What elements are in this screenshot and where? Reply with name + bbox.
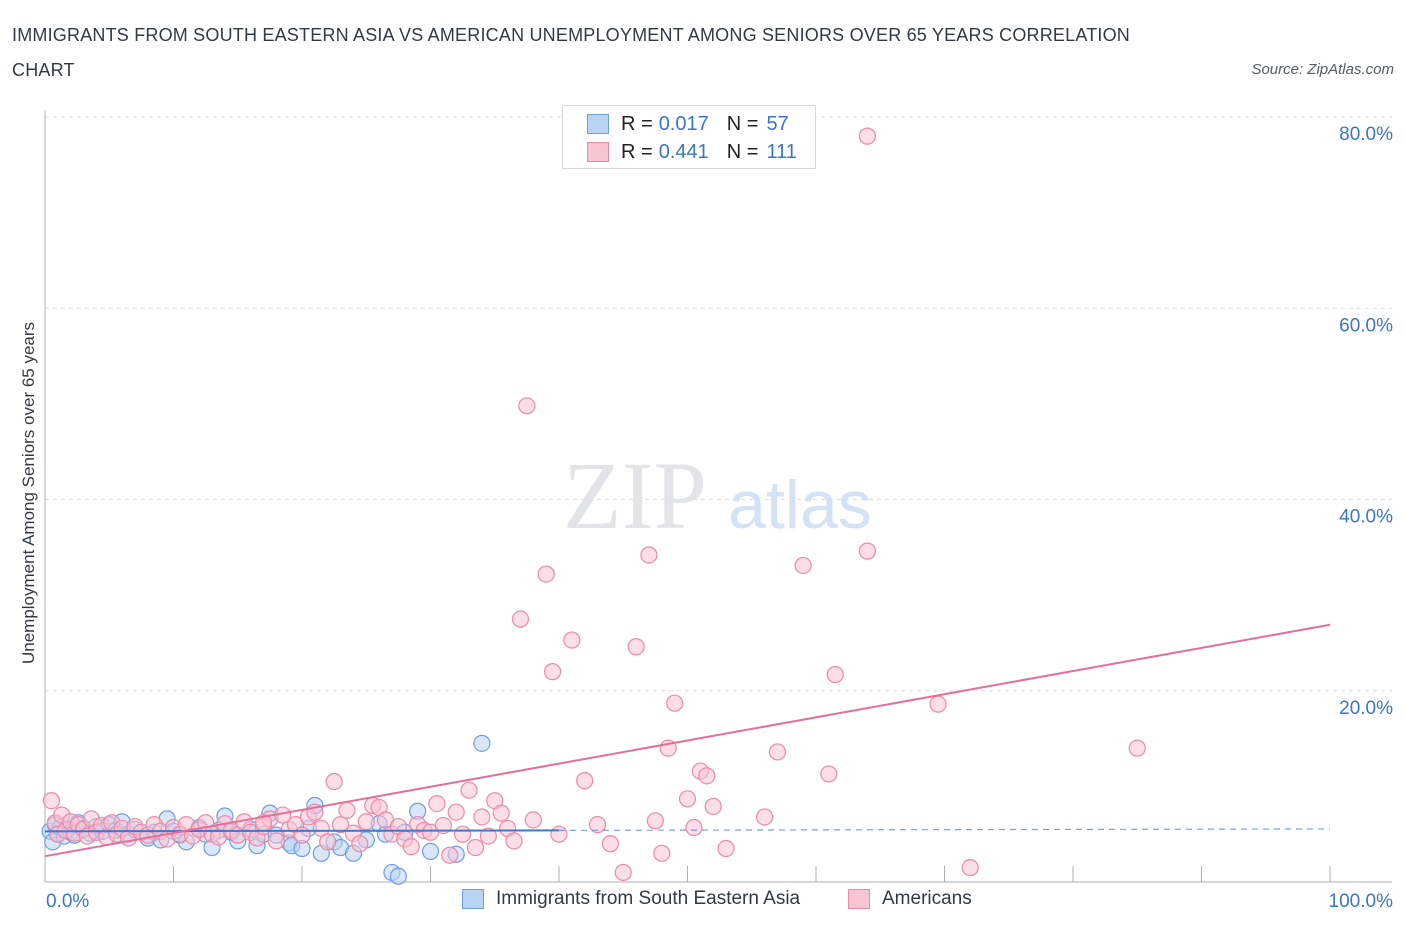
data-point-americans — [858, 127, 877, 145]
legend-row-blue: R = 0.017 N = 57 — [587, 112, 789, 136]
series-legend-label: Immigrants from South Eastern Asia — [496, 888, 801, 909]
data-point-americans — [267, 832, 285, 850]
data-point-americans — [473, 808, 491, 826]
data-point-americans — [454, 825, 472, 843]
data-point-americans — [325, 772, 343, 791]
data-point-americans — [717, 839, 735, 858]
trend-line-immigrants-extension — [558, 828, 1331, 831]
source-credit: Source: ZipAtlas.com — [1251, 61, 1394, 78]
trend-line-immigrants — [44, 829, 560, 833]
legend-r-value: 0.017 — [658, 112, 709, 135]
series-legend-item-americans[interactable]: Americans — [848, 888, 972, 910]
data-point-americans — [293, 826, 311, 844]
data-point-americans — [543, 663, 562, 681]
y-tick-label: 80.0% — [1339, 124, 1393, 145]
data-point-americans — [685, 818, 703, 837]
x-tick-label: 100.0% — [1329, 891, 1394, 912]
legend-swatch-pink — [587, 142, 609, 162]
watermark-atlas: atlas — [728, 467, 872, 543]
series-legend: Immigrants from South Eastern Asia Ameri… — [0, 888, 1406, 916]
data-point-americans — [588, 816, 607, 834]
data-point-americans — [402, 838, 420, 856]
legend-r-label: R = — [621, 140, 653, 163]
trend-line-americans — [44, 623, 1331, 858]
data-point-immigrants — [389, 867, 407, 885]
legend-n-label: N = — [726, 112, 759, 135]
data-point-americans — [601, 835, 620, 853]
data-point-americans — [492, 804, 510, 822]
data-point-americans — [666, 694, 684, 712]
data-point-americans — [447, 803, 465, 821]
data-point-americans — [768, 743, 787, 761]
data-point-americans — [511, 610, 530, 628]
data-point-immigrants — [421, 842, 440, 861]
data-point-americans — [961, 859, 979, 877]
data-point-americans — [653, 844, 671, 862]
legend-r-label: R = — [621, 112, 653, 135]
data-point-americans — [357, 813, 375, 831]
data-point-americans — [466, 838, 485, 857]
data-point-americans — [858, 542, 877, 560]
legend-n-label: N = — [726, 140, 759, 163]
data-point-americans — [338, 801, 356, 819]
y-tick-label: 20.0% — [1339, 698, 1393, 719]
data-point-americans — [826, 665, 844, 684]
legend-swatch-blue — [587, 114, 609, 134]
data-point-americans — [319, 833, 337, 851]
data-point-americans — [42, 792, 61, 810]
legend-swatch-blue — [462, 889, 484, 909]
data-point-americans — [351, 835, 369, 853]
data-point-americans — [627, 638, 645, 656]
correlation-legend: R = 0.017 N = 57 R = 0.441 N = 111 — [562, 105, 816, 169]
legend-row-pink: R = 0.441 N = 111 — [587, 140, 797, 164]
x-tick-label: 0.0% — [46, 891, 89, 912]
data-point-americans — [550, 825, 568, 843]
data-point-americans — [698, 767, 716, 785]
data-point-americans — [460, 781, 478, 799]
data-point-americans — [678, 790, 697, 808]
data-point-americans — [640, 546, 658, 564]
data-point-americans — [576, 772, 594, 790]
data-point-americans — [646, 812, 664, 830]
data-point-americans — [537, 565, 555, 583]
data-point-immigrants — [473, 734, 491, 752]
legend-n-value: 111 — [766, 140, 797, 163]
data-point-americans — [704, 797, 722, 816]
y-tick-label: 60.0% — [1339, 315, 1393, 336]
chart-title: IMMIGRANTS FROM SOUTH EASTERN ASIA VS AM… — [12, 25, 1131, 80]
data-point-americans — [524, 811, 542, 829]
data-point-americans — [929, 695, 947, 713]
data-point-americans — [331, 816, 350, 834]
data-point-americans — [614, 863, 632, 882]
series-legend-label: Americans — [882, 888, 972, 909]
data-point-americans — [563, 631, 581, 649]
legend-r-value: 0.441 — [658, 140, 709, 163]
series-legend-item-immigrants[interactable]: Immigrants from South Eastern Asia — [462, 888, 800, 910]
watermark-zip: ZIP — [563, 442, 707, 549]
data-point-americans — [428, 794, 446, 813]
data-point-americans — [820, 765, 838, 783]
data-point-americans — [505, 832, 523, 850]
y-tick-label: 40.0% — [1339, 507, 1393, 528]
data-point-americans — [1128, 739, 1146, 757]
data-point-americans — [518, 397, 536, 415]
y-axis-label: Unemployment Among Seniors over 65 years — [19, 322, 38, 664]
data-point-americans — [441, 846, 459, 864]
legend-swatch-pink — [848, 889, 870, 909]
legend-n-value: 57 — [766, 112, 789, 135]
data-point-americans — [479, 827, 497, 845]
data-point-americans — [794, 556, 812, 575]
data-point-americans — [755, 808, 774, 826]
